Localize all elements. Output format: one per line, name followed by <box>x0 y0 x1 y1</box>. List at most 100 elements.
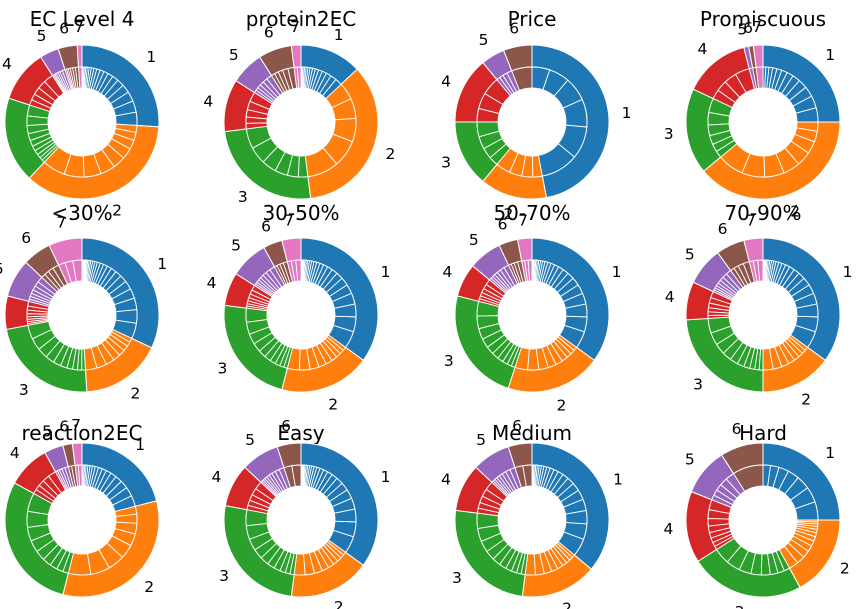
slice-label-ec-1: 1 <box>613 471 623 489</box>
subclass-slice <box>283 346 294 369</box>
subclass-ring-ec-4 <box>246 481 277 515</box>
subclass-ring-ec-5 <box>712 269 744 302</box>
subclass-ring-ec-4 <box>478 279 507 308</box>
subclass-ring-ec-7 <box>78 66 83 89</box>
subclass-ring-ec-3 <box>27 320 86 371</box>
slice-label-ec-1: 1 <box>381 263 391 281</box>
slice-label-ec-2: 2 <box>328 395 338 413</box>
subclass-slice <box>476 107 500 123</box>
subclass-slice <box>293 66 300 89</box>
donut-chart-11: Hard 1 2 3 4 5 6 <box>663 420 849 609</box>
subclass-ring-ec-4 <box>33 471 67 505</box>
subclass-slice <box>478 298 501 308</box>
subclass-ring-ec-4 <box>712 68 756 109</box>
subclass-ring-ec-1 <box>81 464 136 513</box>
subclass-ring-ec-2 <box>83 328 133 371</box>
slice-label-ec-2: 2 <box>840 559 850 577</box>
subclass-ring-ec-4 <box>476 78 511 123</box>
slice-label-ec-3: 3 <box>693 375 703 393</box>
slice-label-ec-7: 7 <box>284 212 294 230</box>
subclass-ring-ec-3 <box>245 125 309 178</box>
subclass-ring-ec-3 <box>707 316 764 371</box>
subclass-slice <box>788 334 809 351</box>
subclass-ring-ec-5 <box>491 467 523 498</box>
subclass-slice <box>273 264 287 286</box>
subclass-ring-ec-2 <box>524 541 576 576</box>
subclass-ring-ec-6 <box>511 66 533 91</box>
slice-label-ec-6: 6 <box>264 24 274 42</box>
slice-label-ec-6: 6 <box>59 20 69 38</box>
subclass-slice <box>33 489 55 505</box>
donut-chart-8: reaction2EC1234567 <box>4 416 160 598</box>
subclass-slice <box>732 464 764 492</box>
subclass-ring-ec-1 <box>762 66 819 123</box>
slice-label-ec-7: 7 <box>752 18 762 36</box>
subclass-slice <box>488 277 508 294</box>
subclass-ring-ec-2 <box>496 147 543 178</box>
slice-label-ec-2: 2 <box>801 391 811 409</box>
subclass-slice <box>796 519 819 523</box>
slice-ec-7 <box>76 44 83 68</box>
slice-label-ec-3: 3 <box>734 603 744 609</box>
subclass-slice <box>110 328 133 343</box>
slice-label-ec-4: 4 <box>697 40 707 58</box>
subclass-slice <box>27 319 50 326</box>
subclass-slice <box>326 334 347 351</box>
donut-chart-0: EC Level 41234567 <box>2 7 160 219</box>
subclass-ring-ec-6 <box>514 464 533 489</box>
donut-chart-5: 30-50% 1 2 3 4 5 6 7 <box>207 201 391 413</box>
slice-label-ec-7: 7 <box>71 416 81 434</box>
subclass-slice <box>707 314 730 319</box>
subclass-slice <box>715 139 738 158</box>
subclass-ring-ec-4 <box>476 481 508 517</box>
subclass-slice <box>283 465 296 489</box>
chart-title: Promiscuous <box>700 7 826 31</box>
slice-label-ec-2: 2 <box>385 145 395 163</box>
slice-label-ec-7: 7 <box>746 212 756 230</box>
slice-label-ec-4: 4 <box>2 55 12 73</box>
slice-label-ec-5: 5 <box>685 450 695 468</box>
subclass-ring-ec-5 <box>253 74 284 105</box>
slice-label-ec-2: 2 <box>556 396 566 414</box>
slice-label-ec-4: 4 <box>211 468 221 486</box>
slice-label-ec-7: 7 <box>56 213 66 231</box>
chart-title: <30% <box>51 201 112 225</box>
slice-label-ec-5: 5 <box>685 245 695 263</box>
subclass-slice <box>270 73 286 94</box>
subclass-slice <box>28 298 51 308</box>
subclass-slice <box>556 541 576 559</box>
subclass-ring-ec-6 <box>730 261 756 289</box>
subclass-ring-ec-5 <box>51 69 73 94</box>
slice-label-ec-6: 6 <box>21 229 31 247</box>
subclass-slice <box>730 267 746 289</box>
subclass-ring-ec-1 <box>300 66 342 100</box>
subclass-ring-ec-1 <box>531 464 588 556</box>
subclass-ring-ec-1 <box>81 259 138 340</box>
subclass-ring-ec-2 <box>67 505 138 576</box>
slice-label-ec-3: 3 <box>219 567 229 585</box>
subclass-ring-ec-2 <box>514 334 578 371</box>
subclass-ring-ec-5 <box>711 472 746 509</box>
slice-label-ec-1: 1 <box>612 263 622 281</box>
subclass-slice <box>54 470 68 491</box>
subclass-slice <box>325 83 352 109</box>
slice-label-ec-3: 3 <box>238 188 248 206</box>
subclass-ring-ec-2 <box>286 334 347 371</box>
subclass-ring-ec-1 <box>531 66 588 177</box>
slice-label-ec-5: 5 <box>37 27 47 45</box>
subclass-slice <box>712 89 736 109</box>
chart-title: Easy <box>277 421 324 445</box>
slice-label-ec-3: 3 <box>444 352 454 370</box>
slice-label-ec-2: 2 <box>562 599 572 609</box>
subclass-slice <box>521 259 528 283</box>
subclass-slice <box>491 480 509 498</box>
subclass-ring-ec-6 <box>270 66 298 94</box>
chart-title: EC Level 4 <box>30 7 135 31</box>
slice-label-ec-1: 1 <box>135 436 145 454</box>
subclass-ring-ec-6 <box>507 260 527 285</box>
subclass-slice <box>114 505 138 517</box>
slice-label-ec-6: 6 <box>59 418 69 436</box>
subclass-slice <box>41 273 60 293</box>
